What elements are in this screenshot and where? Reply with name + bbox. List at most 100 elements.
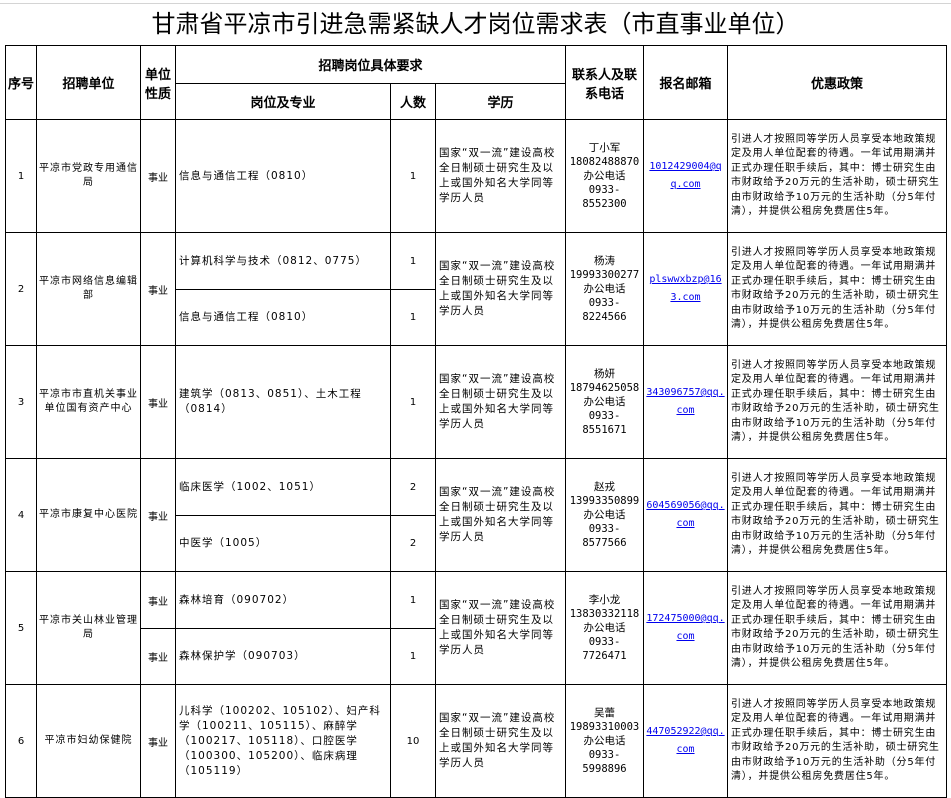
nature-cell: 事业 [140,345,176,459]
table-row: 5 平凉市关山林业管理局 事业 森林培育（090702） 1 国家“双一流”建设高校全日制… [5,571,947,685]
contact-mobile: 13993350899 [569,495,640,507]
nature-cell: 事业 [140,684,176,798]
position-name: 中医学（1005） [179,537,268,549]
education-cell: 国家“双一流”建设高校全日制硕士研究生及以上或国外知名大学同等学历人员 [435,119,566,233]
count-cell: 1 [390,628,436,685]
header-requirements: 招聘岗位具体要求 [175,45,566,84]
position-count: 10 [406,735,420,747]
education-text: 国家“双一流”建设高校全日制硕士研究生及以上或国外知名大学同等学历人员 [439,260,556,317]
seq-cell: 2 [5,232,37,346]
position-name: 儿科学（100202、105102）、妇产科学（100211、105115）、麻… [179,704,381,777]
position-count: 1 [409,396,417,408]
count-cell: 1 [390,232,436,290]
contact-mobile: 18794625058 [569,382,640,394]
page-title: 甘肃省平凉市引进急需紧缺人才岗位需求表（市直事业单位） [151,10,800,38]
education-cell: 国家“双一流”建设高校全日制硕士研究生及以上或国外知名大学同等学历人员 [435,684,566,798]
policy-cell: 引进人才按照同等学历人员享受本地政策规定及用人单位配套的待遇。一年试用期满并正式… [727,232,947,346]
seq-cell: 1 [5,119,37,233]
email-cell: 604569056@qq.com [643,458,728,572]
unit-cell: 平凉市关山林业管理局 [36,571,141,685]
policy-cell: 引进人才按照同等学历人员享受本地政策规定及用人单位配套的待遇。一年试用期满并正式… [727,684,947,798]
header-education: 学历 [435,83,566,120]
header-seq: 序号 [5,45,37,120]
policy-text: 引进人才按照同等学历人员享受本地政策规定及用人单位配套的待遇。一年试用期满并正式… [731,133,940,218]
seq-cell: 6 [5,684,37,798]
position-cell: 儿科学（100202、105102）、妇产科学（100211、105115）、麻… [175,684,391,798]
table-row: 2 平凉市网络信息编辑部 事业 计算机科学与技术（0812、0775） 1 国家“双一流”… [5,232,947,346]
header-position: 岗位及专业 [175,83,391,120]
position-cell: 信息与通信工程（0810） [175,119,391,233]
email-cell: 172475000@qq.com [643,571,728,685]
office-phone: 0933-8577566 [582,523,627,549]
unit-cell: 平凉市妇幼保健院 [36,684,141,798]
table-row-sub: 中医学（1005） 2 [6,515,947,572]
nature-cell: 事业 [140,119,176,233]
unit-name: 平凉市关山林业管理局 [39,615,138,640]
position-count: 2 [409,481,417,493]
position-cell: 森林培育（090702） [175,571,391,629]
position-name: 建筑学（0813、0851）、土木工程（0814） [179,388,362,415]
position-count: 1 [409,170,417,182]
unit-name: 平凉市康复中心医院 [39,509,138,520]
table-row: 3 平凉市市直机关事业单位国有资产中心 事业 建筑学（0813、0851）、土木工程（… [5,345,947,459]
position-name: 森林培育（090702） [179,593,295,606]
email-link[interactable]: 604569056@qq.com [646,500,725,529]
office-phone: 0933-8552300 [582,184,627,210]
nature-cell: 事业 [140,458,176,572]
nature: 事业 [148,398,168,410]
education-text: 国家“双一流”建设高校全日制硕士研究生及以上或国外知名大学同等学历人员 [439,599,556,656]
email-link[interactable]: 447052922@qq.com [646,726,725,755]
office-label: 办公电话 [583,622,626,634]
contact-mobile: 19993300277 [569,269,640,281]
position-name: 信息与通信工程（0810） [179,169,314,182]
header-contact: 联系人及联系电话 [565,45,644,120]
policy-cell: 引进人才按照同等学历人员享受本地政策规定及用人单位配套的待遇。一年试用期满并正式… [727,345,947,459]
email-link[interactable]: plswwxbzp@163.com [649,274,722,303]
position-cell: 建筑学（0813、0851）、土木工程（0814） [175,345,391,459]
education-text: 国家“双一流”建设高校全日制硕士研究生及以上或国外知名大学同等学历人员 [439,486,556,543]
office-label: 办公电话 [583,735,626,747]
contact-name: 杨涛 [594,255,615,267]
policy-cell: 引进人才按照同等学历人员享受本地政策规定及用人单位配套的待遇。一年试用期满并正式… [727,571,947,685]
seq: 3 [17,396,25,408]
unit-cell: 平凉市党政专用通信局 [36,119,141,233]
contact-cell: 赵戎 13993350899 办公电话 0933-8577566 [565,458,644,572]
policy-text: 引进人才按照同等学历人员享受本地政策规定及用人单位配套的待遇。一年试用期满并正式… [731,472,940,557]
nature: 事业 [148,285,168,297]
nature-cell: 事业 [140,628,176,685]
unit-name: 平凉市网络信息编辑部 [39,276,138,301]
nature-cell: 事业 [140,232,176,346]
contact-name: 赵戎 [594,481,615,493]
header-policy: 优惠政策 [727,45,947,120]
policy-cell: 引进人才按照同等学历人员享受本地政策规定及用人单位配套的待遇。一年试用期满并正式… [727,119,947,233]
position-cell: 计算机科学与技术（0812、0775） [175,232,391,290]
education-cell: 国家“双一流”建设高校全日制硕士研究生及以上或国外知名大学同等学历人员 [435,232,566,346]
email-link[interactable]: 343096757@qq.com [646,387,725,416]
seq: 1 [17,170,25,182]
nature: 事业 [148,737,168,749]
email-cell: 343096757@qq.com [643,345,728,459]
header-nature: 单位性质 [140,45,176,120]
office-label: 办公电话 [583,283,626,295]
position-count: 1 [409,594,417,606]
office-label: 办公电话 [583,170,626,182]
education-cell: 国家“双一流”建设高校全日制硕士研究生及以上或国外知名大学同等学历人员 [435,345,566,459]
count-cell: 1 [390,119,436,233]
email-link[interactable]: 1012429004@qq.com [649,161,722,190]
office-phone: 0933-8224566 [582,297,627,323]
position-name: 计算机科学与技术（0812、0775） [179,254,367,267]
office-phone: 0933-7726471 [582,636,627,662]
seq: 4 [17,509,25,521]
position-cell: 中医学（1005） [175,515,391,572]
header-email: 报名邮箱 [643,45,728,120]
unit-name: 平凉市妇幼保健院 [44,735,133,746]
email-link[interactable]: 172475000@qq.com [646,613,725,642]
position-name: 信息与通信工程（0810） [179,311,314,323]
position-count: 1 [409,651,417,662]
position-cell: 森林保护学（090703） [175,628,391,685]
table-row: 4 平凉市康复中心医院 事业 临床医学（1002、1051） 2 国家“双一流”建设高校全… [5,458,947,572]
count-cell: 1 [390,289,436,346]
contact-mobile: 19893310003 [569,721,640,733]
table-row-sub: 事业 森林保护学（090703） 1 [6,628,947,685]
seq-cell: 4 [5,458,37,572]
